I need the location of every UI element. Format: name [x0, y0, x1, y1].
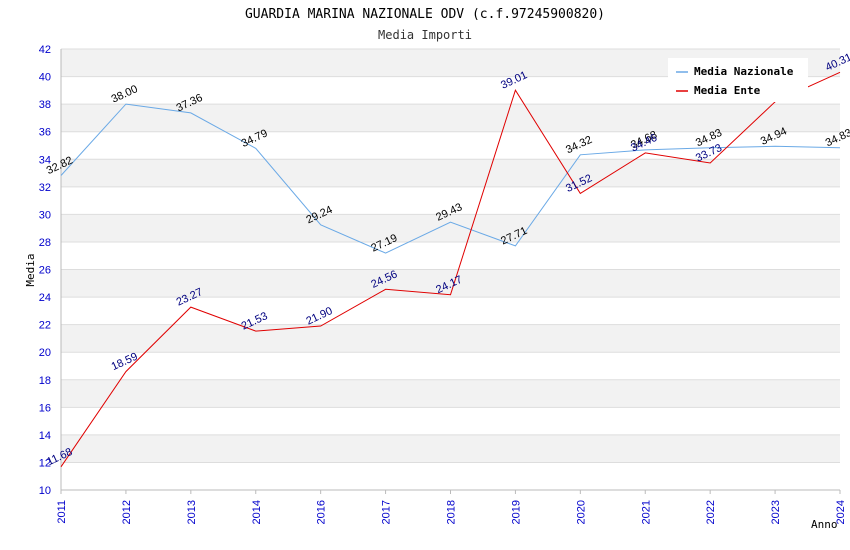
x-tick-label: 2024	[835, 500, 847, 524]
y-tick-label: 34	[39, 154, 51, 166]
y-tick-label: 20	[39, 347, 51, 359]
x-tick-label: 2022	[705, 500, 717, 524]
y-tick-label: 26	[39, 265, 51, 277]
y-tick-label: 38	[39, 99, 51, 111]
y-tick-label: 10	[39, 485, 51, 497]
grid-band	[61, 214, 840, 242]
grid-band	[61, 104, 840, 132]
y-axis-ticks: 10 12 14 16 18 20 22 24 26 28 30 32 34 36 38 40 42	[39, 44, 51, 497]
x-tick-label: 2016	[316, 500, 328, 524]
x-tick-label: 2020	[575, 500, 587, 524]
y-tick-label: 36	[39, 127, 51, 139]
grid-band	[61, 434, 840, 463]
y-tick-label: 42	[39, 44, 51, 56]
y-tick-label: 32	[39, 182, 51, 194]
data-label: 34.32	[564, 134, 594, 157]
x-axis-label: Anno	[811, 518, 838, 531]
grid-band	[61, 269, 840, 298]
x-tick-label: 2012	[121, 500, 133, 524]
grid-band	[61, 379, 840, 408]
data-label: 18.59	[110, 351, 140, 374]
legend: Media Nazionale Media Ente	[668, 58, 808, 102]
chart-subtitle: Media Importi	[378, 28, 472, 42]
x-tick-label: 2018	[446, 500, 458, 524]
y-tick-label: 28	[39, 237, 51, 249]
legend-label-ente: Media Ente	[694, 84, 761, 97]
grid-band	[61, 324, 840, 353]
y-tick-label: 18	[39, 375, 51, 387]
y-axis-label: Media	[24, 253, 37, 286]
x-tick-label: 2023	[770, 500, 782, 524]
x-tick-label: 2014	[251, 500, 263, 524]
data-label: 38.00	[110, 83, 140, 106]
grid-band	[61, 159, 840, 187]
x-tick-label: 2019	[510, 500, 522, 524]
x-tick-label: 2013	[186, 500, 198, 524]
x-tick-label: 2021	[640, 500, 652, 524]
chart-title: GUARDIA MARINA NAZIONALE ODV (c.f.972459…	[245, 7, 605, 22]
series-line-media-nazionale	[60, 103, 841, 254]
legend-background	[668, 58, 808, 102]
y-tick-label: 22	[39, 320, 51, 332]
y-tick-label: 40	[39, 72, 51, 84]
x-axis-ticks: 2011 2012 2013 2014 2016 2017 2018 2019 2020 2021…	[56, 490, 847, 524]
y-tick-label: 24	[39, 292, 51, 304]
legend-label-nazionale: Media Nazionale	[694, 65, 794, 78]
y-tick-label: 12	[39, 457, 51, 469]
data-label: 11.68	[45, 446, 74, 468]
x-tick-label: 2017	[381, 500, 393, 524]
series-line-media-ente	[60, 71, 841, 468]
y-tick-label: 30	[39, 209, 51, 221]
y-tick-label: 14	[39, 430, 51, 442]
x-tick-label: 2011	[56, 500, 68, 524]
plot-background-bands	[61, 49, 840, 463]
y-tick-label: 16	[39, 402, 51, 414]
series-lines	[60, 71, 841, 468]
